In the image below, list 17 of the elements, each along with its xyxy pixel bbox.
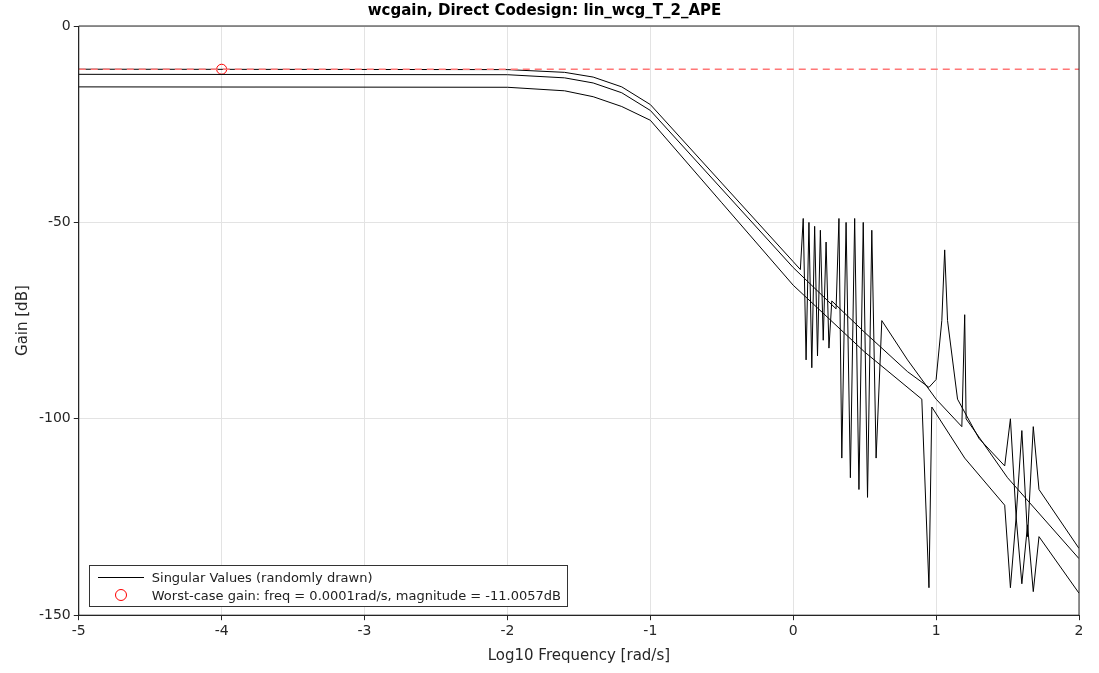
x-tick-label: -1 [643,622,658,639]
y-tick-label: -100 [38,409,71,426]
x-tick-label: 2 [1074,622,1084,639]
x-tick-label: 1 [931,622,941,639]
x-tick-label: -4 [214,622,229,639]
y-tick-label: -150 [38,605,71,622]
y-axis-title: Gain [dB] [12,285,31,356]
x-tick-label: -3 [357,622,372,639]
legend-label: Worst-case gain: freq = 0.0001rad/s, magnitude = -11.0057dB [151,587,561,603]
x-tick-label: -2 [500,622,515,639]
chart-title: wcgain, Direct Codesign: lin_wcg_T_2_APE [367,0,722,19]
y-tick-label: -50 [47,213,71,230]
x-tick-label: -5 [71,622,86,639]
x-tick-label: 0 [788,622,798,639]
x-axis-title: Log10 Frequency [rad/s] [487,645,671,664]
legend-label: Singular Values (randomly drawn) [151,569,373,585]
y-tick-label: 0 [61,16,71,33]
